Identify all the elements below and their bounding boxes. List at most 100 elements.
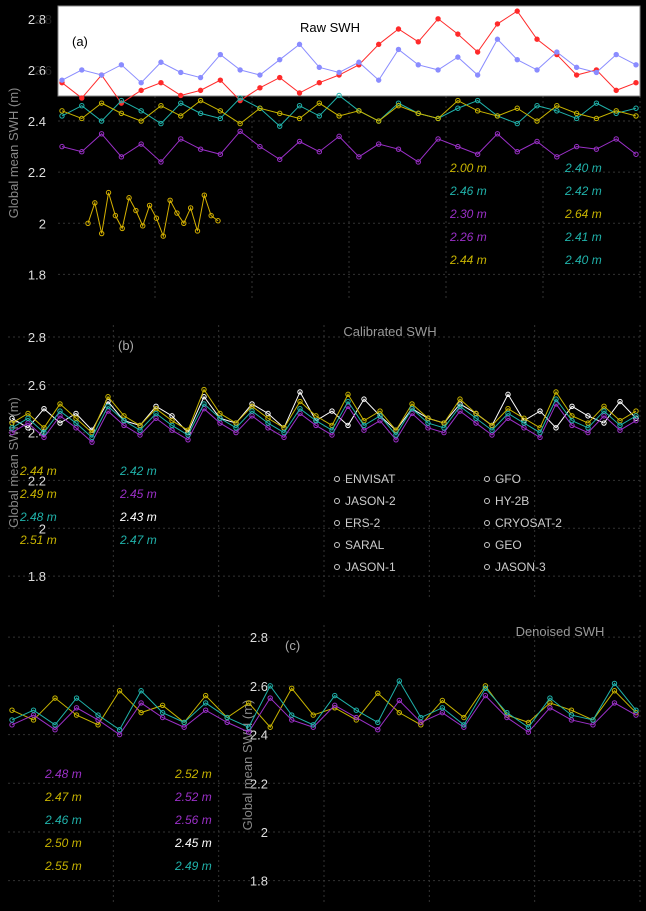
data-point [95, 712, 101, 718]
legend-entry: ENVISAT [345, 472, 396, 486]
data-point [461, 714, 467, 721]
data-point [197, 87, 204, 94]
data-point [267, 683, 273, 689]
data-point [237, 67, 243, 73]
data-point [89, 434, 95, 441]
y-tick-label: 2 [39, 521, 46, 536]
data-point [245, 700, 252, 706]
y-tick-label: 2.6 [34, 63, 52, 78]
series-line-saral [11, 685, 637, 729]
data-point [41, 405, 47, 412]
data-point [105, 403, 111, 410]
y-tick-label: 2 [261, 825, 268, 840]
data-point [153, 410, 159, 417]
data-point [316, 64, 323, 71]
data-point [174, 210, 180, 216]
panel-label: (c) [285, 638, 300, 653]
data-point [52, 695, 58, 701]
value-annotation: 2.47 m [44, 790, 82, 804]
data-point [474, 97, 481, 104]
value-annotation: 2.47 m [119, 533, 157, 547]
value-annotation: 2.26 m [449, 230, 487, 244]
data-point [441, 425, 447, 431]
data-point [435, 115, 441, 122]
data-point [121, 417, 127, 424]
data-point [118, 154, 125, 160]
data-point [118, 110, 125, 117]
data-point [361, 422, 367, 429]
data-point [158, 103, 164, 109]
data-point [601, 420, 607, 426]
data-point [169, 422, 175, 429]
data-point [215, 218, 221, 224]
legend-marker [484, 564, 490, 570]
value-annotation: 2.48 m [44, 767, 82, 781]
data-point [537, 408, 543, 414]
data-point [159, 709, 166, 716]
data-point [159, 702, 166, 709]
data-point [119, 225, 125, 232]
legend-marker [484, 520, 490, 526]
data-point [435, 16, 441, 22]
data-point [73, 695, 80, 701]
y-tick-label: 2.6 [28, 378, 46, 393]
data-point [52, 722, 58, 728]
data-point [554, 49, 560, 55]
data-point [329, 427, 335, 433]
legend-marker [484, 476, 490, 482]
series-line-mix [11, 390, 637, 434]
data-point [573, 143, 580, 150]
panel-a-header-area [57, 5, 641, 97]
data-point [257, 72, 263, 78]
value-annotation: 2.49 m [19, 487, 57, 501]
data-point [202, 700, 209, 706]
data-point [613, 136, 619, 142]
data-point [153, 215, 160, 221]
data-point [617, 398, 623, 405]
data-point [336, 113, 342, 119]
data-point [494, 36, 501, 42]
data-point [79, 149, 85, 155]
data-point [297, 398, 303, 405]
value-annotation: 2.56 m [174, 813, 212, 827]
data-point [59, 113, 65, 119]
data-point [316, 149, 323, 155]
data-point [249, 408, 255, 414]
data-point [73, 705, 80, 711]
series-line-cryosat-2 [61, 94, 637, 127]
data-point [345, 391, 351, 398]
legend-entry: JASON-2 [345, 494, 396, 508]
legend-marker [334, 542, 340, 548]
data-point [356, 154, 362, 160]
value-annotation: 2.52 m [174, 790, 212, 804]
legend-marker [484, 542, 490, 548]
legend-marker [334, 476, 340, 482]
series-line-envisat [61, 10, 637, 104]
data-point [98, 72, 105, 78]
data-point [197, 74, 204, 81]
data-point [547, 695, 553, 701]
data-point [281, 429, 287, 436]
data-point [178, 69, 184, 76]
data-point [336, 92, 342, 99]
data-point [356, 108, 362, 114]
data-point [489, 427, 495, 433]
data-point [181, 220, 187, 227]
panel-title: Denoised SWH [516, 624, 605, 639]
data-point [137, 427, 143, 433]
data-point [537, 429, 543, 436]
value-annotation: 2.46 m [449, 184, 487, 198]
panel-title: Raw SWH [300, 20, 360, 35]
data-point [160, 233, 166, 239]
data-point [601, 408, 607, 414]
value-annotation: 2.41 m [564, 230, 602, 244]
data-point [534, 118, 540, 124]
data-point [613, 51, 619, 58]
series-line-jason-3 [11, 694, 637, 736]
data-point [146, 202, 153, 209]
data-point [158, 79, 164, 86]
data-point [482, 692, 489, 699]
data-point [257, 143, 263, 150]
data-point [329, 408, 335, 414]
data-point [505, 410, 511, 417]
